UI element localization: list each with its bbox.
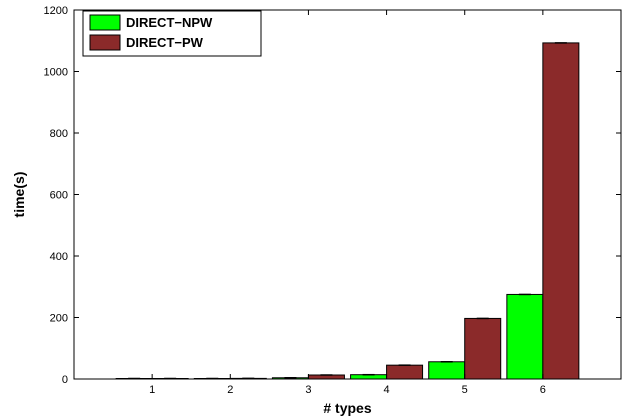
- legend: DIRECT−NPW DIRECT−PW: [82, 10, 262, 57]
- x-axis-title: # types: [323, 400, 371, 416]
- x-tick-label: 5: [462, 384, 468, 396]
- bar-pw: [464, 317, 502, 380]
- x-tick-label: 2: [227, 384, 233, 396]
- legend-swatch-npw: [89, 14, 121, 31]
- x-tick-label: 3: [305, 384, 311, 396]
- y-tick-label: 0: [62, 374, 68, 386]
- legend-swatch-pw: [89, 34, 121, 51]
- x-tick-label: 4: [384, 384, 390, 396]
- y-tick-label: 400: [50, 251, 68, 263]
- plot-frame: [73, 9, 622, 380]
- y-tick-label: 800: [50, 128, 68, 140]
- bar-pw: [386, 364, 424, 380]
- legend-label-pw: DIRECT−PW: [126, 35, 204, 50]
- y-tick-label: 600: [50, 190, 68, 202]
- x-tick-label: 1: [149, 384, 155, 396]
- bar-npw: [506, 293, 544, 380]
- legend-label-npw: DIRECT−NPW: [126, 15, 213, 30]
- y-tick-label: 200: [50, 313, 68, 325]
- ticks-group: 0 200 400 600 800 1000 1200 1 2 3 4 5 6: [44, 5, 621, 396]
- y-axis-title: time(s): [11, 172, 27, 218]
- x-tick-label: 6: [540, 384, 546, 396]
- bars-group: [115, 42, 580, 380]
- y-tick-label: 1000: [44, 67, 68, 79]
- bar-npw: [428, 361, 466, 380]
- bar-pw: [542, 42, 580, 380]
- y-tick-label: 1200: [44, 5, 68, 17]
